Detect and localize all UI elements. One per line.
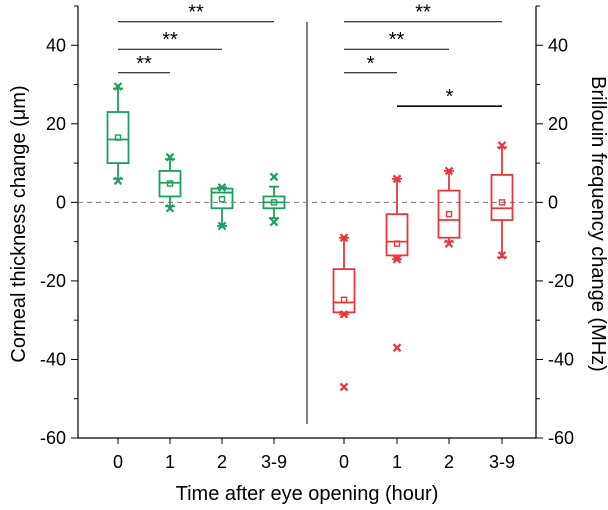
extreme-marker <box>269 172 279 182</box>
extreme-marker-stroke <box>392 174 402 184</box>
mean-marker <box>114 134 122 141</box>
box-right-1 <box>385 177 409 261</box>
x-tick-label: 2 <box>217 452 227 472</box>
y-tick-label-right: 0 <box>548 192 558 212</box>
mean-marker <box>340 296 348 303</box>
extreme-marker-stroke <box>339 310 349 319</box>
box-body <box>210 187 234 210</box>
mean-marker <box>445 210 453 218</box>
extreme-marker <box>165 203 175 213</box>
significance-label: ** <box>188 2 204 24</box>
extreme-marker <box>392 255 402 264</box>
box-body <box>437 189 461 239</box>
x-axis-title: Time after eye opening (hour) <box>176 483 439 505</box>
y-tick-label-right: 40 <box>548 35 568 55</box>
mean-marker <box>498 199 506 206</box>
outlier-marker <box>339 382 349 392</box>
extreme-marker-stroke <box>217 183 227 192</box>
outlier-marker-stroke <box>392 343 402 352</box>
x-tick-label: 1 <box>392 452 402 472</box>
x-tick-label: 1 <box>165 452 175 472</box>
significance-label: * <box>367 53 375 75</box>
extreme-marker-stroke <box>444 239 454 248</box>
extreme-marker <box>217 183 227 192</box>
y-tick-label-left: -60 <box>40 428 66 448</box>
extreme-marker-stroke <box>165 152 175 162</box>
significance-label: ** <box>162 29 178 51</box>
extreme-marker-stroke <box>339 233 349 242</box>
y-tick-label-right: -20 <box>548 271 574 291</box>
extreme-marker <box>444 166 454 176</box>
significance-label: ** <box>136 53 152 75</box>
extreme-marker <box>113 82 123 91</box>
y-tick-label-right: -60 <box>548 428 574 448</box>
extreme-marker-stroke <box>217 221 227 231</box>
significance-label: ** <box>415 2 431 24</box>
extreme-marker <box>497 251 507 260</box>
extreme-marker <box>269 217 279 227</box>
box-left-2 <box>210 186 234 227</box>
extreme-marker-stroke <box>269 217 279 227</box>
box-right-2 <box>437 170 461 243</box>
extreme-marker <box>165 152 175 162</box>
extreme-marker <box>444 239 454 248</box>
extreme-marker <box>339 233 349 242</box>
y-tick-label-left: 0 <box>56 192 66 212</box>
extreme-marker-stroke <box>113 176 123 186</box>
x-tick-label: 3-9 <box>489 452 515 472</box>
extreme-marker <box>339 310 349 319</box>
y-axis-title-right: Brillouin frequency change (MHz) <box>587 76 608 372</box>
extreme-marker <box>497 141 507 150</box>
significance-label: ** <box>389 29 405 51</box>
x-tick-label: 3-9 <box>261 452 287 472</box>
extreme-marker-stroke <box>444 166 454 176</box>
outlier-marker-stroke <box>339 382 349 392</box>
mean-marker <box>393 240 401 247</box>
box-left-1 <box>158 158 182 208</box>
extreme-marker-stroke <box>497 141 507 150</box>
y-axis-title-left: Corneal thickness change (μm) <box>8 85 30 362</box>
y-tick-label-left: 20 <box>46 114 66 134</box>
extreme-marker-stroke <box>392 255 402 264</box>
x-tick-label: 2 <box>444 452 454 472</box>
extreme-marker <box>217 221 227 231</box>
x-tick-label: 0 <box>113 452 123 472</box>
box-left-3-9 <box>262 185 286 219</box>
y-tick-label-right: 20 <box>548 114 568 134</box>
y-tick-label-left: -20 <box>40 271 66 291</box>
box-left-0 <box>106 87 130 180</box>
y-tick-label-left: -40 <box>40 349 66 369</box>
extreme-marker <box>392 174 402 184</box>
box-body <box>158 170 182 198</box>
y-tick-label-left: 40 <box>46 35 66 55</box>
extreme-marker-stroke <box>113 82 123 91</box>
box-body <box>106 111 130 164</box>
x-tick-label: 0 <box>339 452 349 472</box>
extreme-marker-stroke <box>165 203 175 213</box>
mean-marker <box>270 199 278 206</box>
box-right-0 <box>332 236 356 316</box>
significance-label: * <box>446 86 454 108</box>
mean-marker <box>166 180 174 187</box>
y-tick-label-right: -40 <box>548 349 574 369</box>
extreme-marker-stroke <box>269 172 279 182</box>
box-body <box>490 173 514 221</box>
box-body <box>385 213 409 257</box>
box-body <box>332 268 356 314</box>
extreme-marker-stroke <box>497 251 507 260</box>
extreme-marker <box>113 176 123 186</box>
mean-marker <box>218 196 226 203</box>
outlier-marker <box>392 343 402 352</box>
